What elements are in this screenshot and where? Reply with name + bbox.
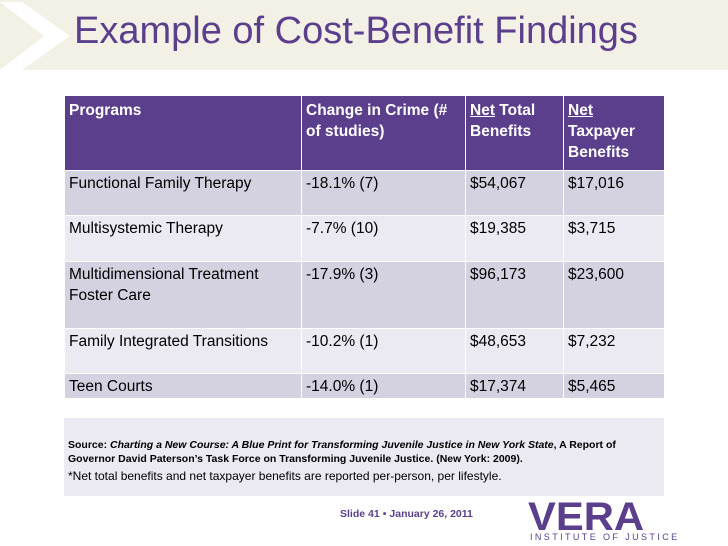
cell-change: -7.7% (10) — [301, 215, 466, 262]
source-label: Source: — [68, 439, 111, 451]
header-net-taxpayer-prefix: Net — [568, 102, 593, 119]
cell-program: Functional Family Therapy — [64, 170, 302, 216]
chevron-decoration-icon — [0, 2, 70, 70]
cell-program: Multisystemic Therapy — [64, 215, 302, 262]
cost-benefit-table: Programs Change in Crime (# of studies) … — [64, 96, 665, 398]
vera-logo: VERA INSTITUTE OF JUSTICE — [528, 498, 723, 544]
vera-logo-icon: VERA — [528, 498, 644, 534]
cell-program: Teen Courts — [64, 373, 302, 398]
cell-net-taxpayer: $7,232 — [563, 328, 665, 374]
cell-change: -10.2% (1) — [301, 328, 466, 374]
cell-net-taxpayer: $5,465 — [563, 373, 665, 398]
source-title: Charting a New Course: A Blue Print for … — [110, 439, 554, 451]
header-programs: Programs — [64, 96, 302, 171]
slide-date: January 26, 2011 — [389, 508, 473, 520]
logo-wordmark: VERA — [528, 498, 644, 534]
table-row: Functional Family Therapy -18.1% (7) $54… — [64, 170, 665, 216]
header-change-in-crime: Change in Crime (# of studies) — [301, 96, 466, 171]
header-net-total-prefix: Net — [470, 102, 495, 119]
source-note-panel: Source: Charting a New Course: A Blue Pr… — [64, 418, 664, 496]
cell-change: -17.9% (3) — [301, 261, 466, 329]
header-net-taxpayer-rest: Taxpayer Benefits — [568, 123, 635, 161]
cell-program: Multidimensional Treatment Foster Care — [64, 261, 302, 329]
cell-net-taxpayer: $23,600 — [563, 261, 665, 329]
slide-footer: Slide 41 • January 26, 2011 — [340, 508, 473, 520]
cell-net-total: $48,653 — [465, 328, 564, 374]
cell-net-taxpayer: $17,016 — [563, 170, 665, 216]
table-header-row: Programs Change in Crime (# of studies) … — [64, 96, 665, 171]
footnote: *Net total benefits and net taxpayer ben… — [68, 469, 502, 483]
slide-number: Slide 41 — [340, 508, 380, 520]
cell-net-taxpayer: $3,715 — [563, 215, 665, 262]
cell-change: -14.0% (1) — [301, 373, 466, 398]
cell-net-total: $19,385 — [465, 215, 564, 262]
header-net-taxpayer-benefits: Net Taxpayer Benefits — [563, 96, 665, 171]
footer-separator: • — [382, 508, 387, 520]
header-net-total-rest: Total Benefits — [470, 102, 536, 140]
table-row: Family Integrated Transitions -10.2% (1)… — [64, 328, 665, 374]
logo-subtitle: INSTITUTE OF JUSTICE — [530, 532, 680, 542]
source-citation: Source: Charting a New Course: A Blue Pr… — [68, 438, 660, 466]
cell-program: Family Integrated Transitions — [64, 328, 302, 374]
cell-net-total: $17,374 — [465, 373, 564, 398]
slide-header: Example of Cost-Benefit Findings — [0, 0, 728, 72]
table-row: Multisystemic Therapy -7.7% (10) $19,385… — [64, 215, 665, 262]
table-row: Multidimensional Treatment Foster Care -… — [64, 261, 665, 329]
table-row: Teen Courts -14.0% (1) $17,374 $5,465 — [64, 373, 665, 398]
cell-net-total: $96,173 — [465, 261, 564, 329]
cell-change: -18.1% (7) — [301, 170, 466, 216]
source-rest: , A Report of Governor David Paterson’s … — [68, 439, 616, 465]
header-net-total-benefits: Net Total Benefits — [465, 96, 564, 171]
cell-net-total: $54,067 — [465, 170, 564, 216]
slide-title: Example of Cost-Benefit Findings — [74, 10, 638, 52]
